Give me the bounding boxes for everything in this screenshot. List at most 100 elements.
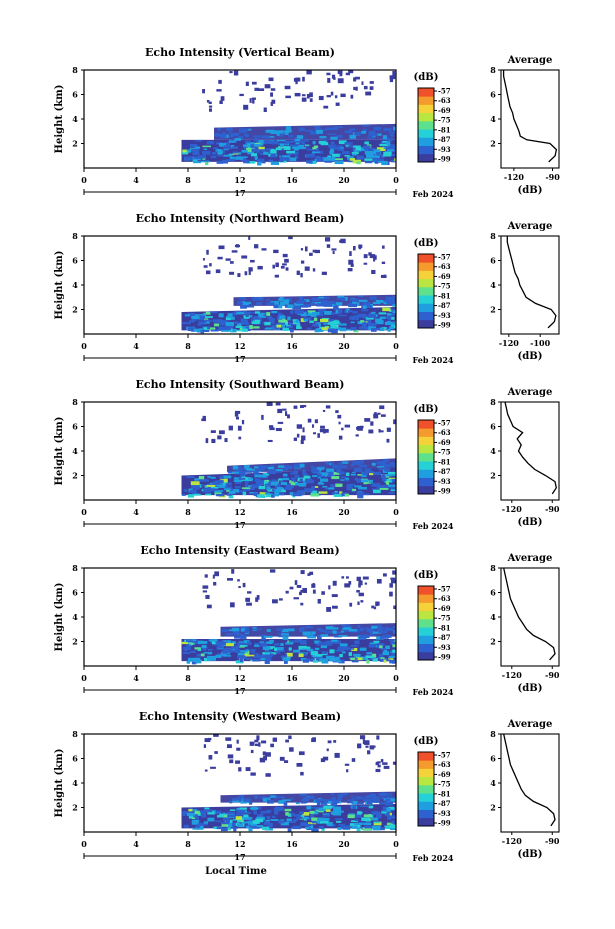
- echo-cell: [226, 811, 235, 815]
- echo-cell: [315, 148, 319, 152]
- echo-speck: [241, 255, 248, 259]
- echo-cell: [229, 809, 236, 811]
- echo-cell: [381, 810, 388, 814]
- echo-cell: [215, 654, 222, 658]
- echo-cell: [234, 310, 242, 313]
- echo-cell: [273, 468, 277, 471]
- echo-speck: [272, 264, 275, 269]
- average-y-tick-label: 6: [490, 90, 496, 100]
- echo-cell: [292, 825, 301, 830]
- echo-speck: [392, 570, 396, 575]
- echo-cell: [388, 492, 396, 494]
- echo-cell: [374, 155, 380, 158]
- echo-cell: [318, 296, 324, 299]
- echo-cell: [316, 635, 322, 640]
- echo-cell: [277, 465, 285, 468]
- echo-cell: [212, 156, 216, 159]
- echo-cell: [327, 157, 336, 161]
- echo-cell: [217, 480, 224, 484]
- echo-cell: [319, 465, 326, 468]
- echo-speck: [382, 762, 388, 765]
- echo-speck: [358, 580, 363, 586]
- echo-cell: [362, 471, 368, 476]
- echo-cell: [233, 152, 239, 155]
- echo-speck: [218, 430, 225, 435]
- echo-cell: [360, 627, 365, 630]
- echo-cell: [243, 487, 250, 491]
- x-tick-label: 20: [338, 341, 350, 351]
- echo-cell: [198, 156, 207, 158]
- echo-cell: [266, 629, 271, 632]
- echo-cell: [310, 810, 319, 815]
- echo-cell: [197, 323, 202, 326]
- colorbar-unit: (dB): [414, 238, 439, 249]
- echo-cell: [391, 322, 396, 327]
- colorbar-tick-label: -75: [438, 116, 451, 125]
- echo-cell: [256, 301, 263, 306]
- echo-cell: [390, 641, 396, 645]
- echo-cell: [321, 817, 330, 821]
- x-tick-label: 8: [185, 839, 191, 849]
- average-y-tick-label: 6: [490, 256, 496, 266]
- echo-speck: [377, 412, 381, 415]
- average-y-tick-label: 6: [490, 588, 496, 598]
- echo-cell: [363, 145, 371, 150]
- colorbar-unit: (dB): [414, 570, 439, 581]
- echo-speck: [360, 600, 364, 603]
- echo-cell: [366, 629, 372, 633]
- echo-cell: [234, 636, 243, 639]
- echo-cell: [311, 820, 318, 824]
- echo-cell: [372, 135, 376, 138]
- echo-cell: [348, 652, 353, 656]
- echo-cell: [292, 649, 301, 653]
- echo-cell: [391, 820, 395, 824]
- echo-speck: [270, 743, 274, 748]
- echo-cell: [207, 649, 213, 651]
- echo-cell: [349, 158, 356, 161]
- echo-cell: [243, 144, 251, 147]
- echo-cell: [208, 639, 217, 642]
- average-x-tick-label: -120: [499, 338, 519, 348]
- echo-cell: [251, 651, 255, 654]
- echo-cell: [206, 140, 214, 145]
- echo-speck: [201, 418, 207, 422]
- echo-cell: [353, 329, 359, 333]
- echo-speck: [389, 75, 395, 80]
- echo-cell: [311, 467, 318, 470]
- echo-cell: [335, 818, 343, 821]
- echo-cell: [383, 649, 388, 652]
- echo-cell: [202, 313, 207, 318]
- colorbar-tick-label: -99: [438, 487, 451, 496]
- echo-cell: [357, 295, 364, 298]
- echo-cell: [218, 320, 228, 324]
- echo-cell: [242, 811, 252, 814]
- echo-speck: [214, 571, 220, 577]
- echo-cell: [218, 641, 227, 646]
- echo-cell: [350, 321, 355, 324]
- average-line: [502, 70, 558, 163]
- echo-cell: [334, 326, 341, 331]
- echo-cell: [312, 301, 321, 305]
- echo-cell: [336, 656, 340, 660]
- y-tick-label: 2: [72, 305, 78, 315]
- echo-speck: [309, 98, 313, 102]
- echo-cell: [335, 483, 343, 487]
- echo-cell: [218, 326, 227, 331]
- colorbar-tick-label: -63: [438, 262, 451, 271]
- echo-cell: [214, 480, 220, 483]
- echo-cell: [330, 793, 335, 796]
- echo-cell: [247, 485, 253, 487]
- colorbar-tick-label: -57: [438, 253, 451, 262]
- echo-cell: [389, 639, 395, 642]
- echo-speck: [246, 602, 252, 606]
- echo-speck: [309, 252, 313, 256]
- colorbar-swatch: [418, 295, 434, 304]
- colorbar-tick-label: -81: [438, 789, 451, 798]
- echo-cell: [246, 327, 251, 332]
- echo-cell: [250, 649, 256, 652]
- echo-cell: [372, 631, 382, 634]
- day-label: 17: [234, 520, 245, 530]
- echo-cell: [325, 127, 335, 131]
- echo-speck: [389, 583, 393, 588]
- y-tick-label: 8: [72, 231, 78, 241]
